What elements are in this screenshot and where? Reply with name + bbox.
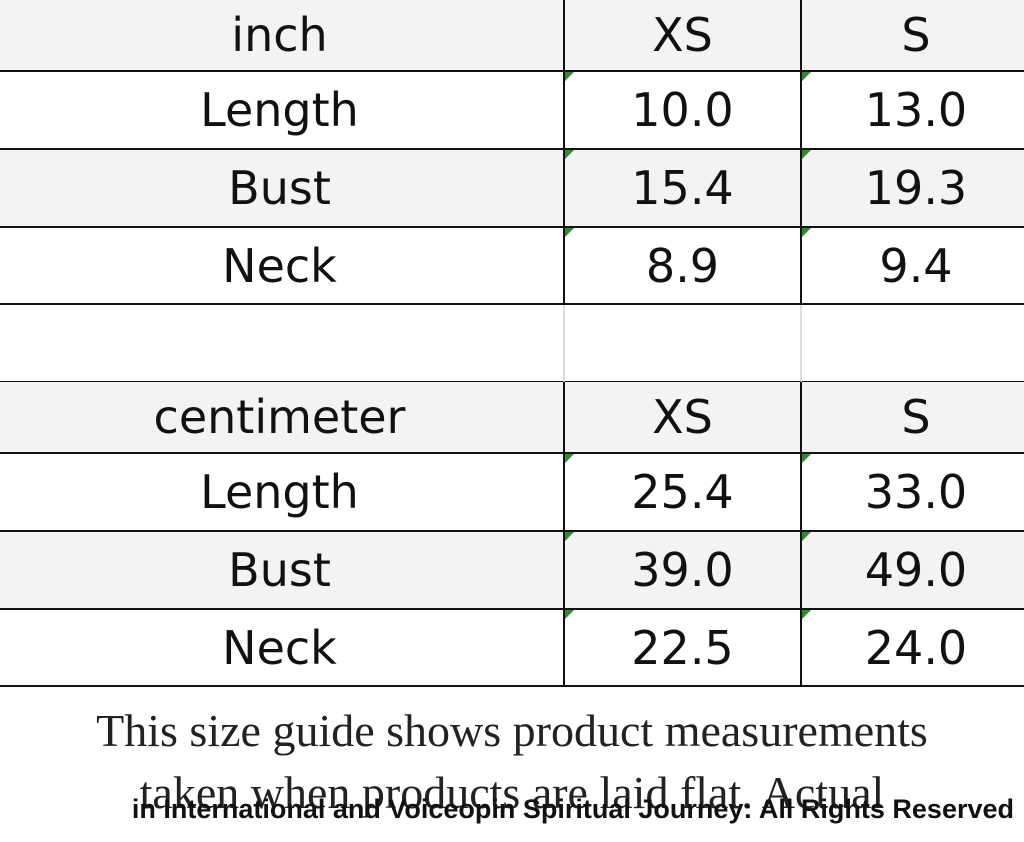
- cell-marker: [565, 454, 574, 463]
- blank-cell: [0, 305, 565, 383]
- value-cell: 9.4: [802, 228, 1024, 305]
- value-cell: 25.4: [565, 454, 802, 532]
- caption-line: taken when products are laid flat. Actua…: [139, 767, 885, 818]
- value-cell: 15.4: [565, 150, 802, 228]
- header-cell: inch: [0, 0, 565, 72]
- cell-marker: [802, 454, 811, 463]
- value-cell: 24.0: [802, 610, 1024, 687]
- row-label: Length: [0, 454, 565, 532]
- cell-marker: [802, 228, 811, 237]
- cell-marker: [802, 610, 811, 619]
- row-label: Length: [0, 72, 565, 150]
- cell-marker: [802, 150, 811, 159]
- header-cell: S: [802, 382, 1024, 454]
- cell-marker: [802, 72, 811, 81]
- caption-line: This size guide shows product measuremen…: [96, 705, 928, 756]
- cell-marker: [802, 532, 811, 541]
- value-cell: 13.0: [802, 72, 1024, 150]
- header-cell: centimeter: [0, 382, 565, 454]
- blank-cell: [802, 305, 1024, 383]
- value-cell: 8.9: [565, 228, 802, 305]
- cell-marker: [565, 72, 574, 81]
- header-cell: XS: [565, 0, 802, 72]
- value-cell: 39.0: [565, 532, 802, 610]
- cell-marker: [565, 532, 574, 541]
- value-cell: 19.3: [802, 150, 1024, 228]
- cell-marker: [565, 150, 574, 159]
- row-label: Bust: [0, 150, 565, 228]
- row-label: Bust: [0, 532, 565, 610]
- row-label: Neck: [0, 610, 565, 687]
- value-cell: 49.0: [802, 532, 1024, 610]
- row-label: Neck: [0, 228, 565, 305]
- cell-marker: [565, 228, 574, 237]
- cell-marker: [565, 610, 574, 619]
- header-cell: XS: [565, 382, 802, 454]
- value-cell: 10.0: [565, 72, 802, 150]
- watermark: in International and Voiceopin Spiritual…: [131, 794, 1014, 824]
- value-cell: 22.5: [565, 610, 802, 687]
- blank-cell: [565, 305, 802, 383]
- header-cell: S: [802, 0, 1024, 72]
- value-cell: 33.0: [802, 454, 1024, 532]
